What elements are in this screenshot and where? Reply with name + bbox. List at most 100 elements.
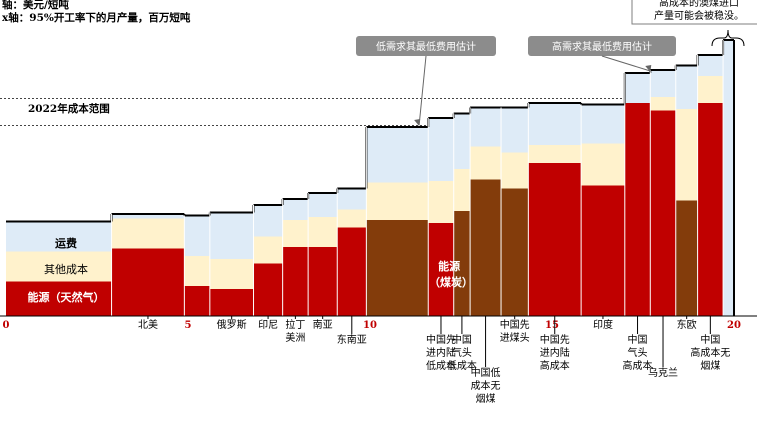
category-label-14: 印度	[593, 318, 613, 331]
bar-14-other	[581, 143, 625, 186]
x-tick-label-3: 15	[545, 320, 559, 331]
bar-1-other	[111, 218, 185, 249]
category-label-15: 中国气头高成本	[623, 333, 653, 372]
bar-10-freight	[453, 113, 471, 169]
bar-15-freight	[624, 73, 651, 103]
category-label-12: 中国先进煤头	[500, 318, 530, 344]
bar-7-freight	[337, 188, 367, 210]
bar-1-freight	[111, 214, 185, 219]
category-label-4: 印尼	[258, 319, 278, 331]
category-label-13: 中国先进内陆高成本	[540, 333, 570, 372]
bar-9-freight	[428, 118, 454, 181]
bar-4-energy	[253, 263, 283, 316]
bar-16-freight	[650, 70, 676, 97]
category-label-10: 中国气头低成本	[447, 333, 477, 372]
bar-16-other	[650, 97, 676, 111]
bar-17-other	[675, 109, 698, 201]
bar-6-energy	[308, 247, 338, 316]
bar-17-freight	[675, 65, 698, 109]
bar-17-energy	[675, 200, 698, 316]
bar-13-freight	[528, 103, 582, 145]
callout-text-1: 高需求其最低费用估计	[552, 40, 652, 53]
callout-arrow-1	[601, 55, 651, 72]
bar-13-other	[528, 145, 582, 163]
bar-4-freight	[253, 205, 283, 237]
bar-12-other	[501, 152, 529, 189]
header-line-2: x轴：95%开工率下的月产量，百万短吨	[2, 11, 191, 24]
category-label-16: 乌克兰	[648, 366, 678, 379]
range-label: 2022年成本范围	[28, 102, 110, 115]
category-label-18: 中国高成本无烟煤	[690, 333, 730, 372]
bar-13-energy	[528, 163, 582, 316]
x-tick-label-2: 10	[363, 320, 377, 331]
bar-9-energy	[428, 223, 454, 316]
bar-1-energy	[111, 248, 185, 316]
bar-6-freight	[308, 193, 338, 217]
category-label-7: 东南亚	[337, 333, 367, 346]
callouts: 低需求其最低费用估计 高需求其最低费用估计	[356, 36, 676, 126]
bar-5-other	[282, 220, 309, 247]
x-tick-label-4: 20	[727, 320, 741, 331]
bar-11-energy	[470, 179, 502, 316]
bar-18-freight	[697, 55, 724, 76]
note-brace	[711, 29, 745, 47]
category-label-6: 南亚	[313, 318, 333, 331]
bar-10-other	[453, 169, 471, 211]
bar-8-energy	[366, 220, 429, 316]
bar-11-freight	[470, 107, 502, 147]
category-label-11: 中国低成本无烟煤	[471, 366, 501, 405]
category-label-17: 东欧	[677, 318, 697, 331]
callout-box-0	[356, 36, 496, 56]
category-label-3: 俄罗斯	[217, 318, 247, 331]
bar-0-freight	[6, 221, 112, 252]
x-tick-label-1: 5	[185, 320, 192, 331]
callout-box-1	[528, 36, 676, 56]
bar-8-other	[366, 182, 429, 220]
cost-curve-bars	[6, 39, 735, 316]
category-label-9: 中国先进内陆低成本	[426, 333, 456, 372]
bar-19-freight	[723, 40, 734, 316]
bar-3-other	[209, 259, 254, 289]
bar-14-energy	[581, 185, 625, 316]
bar-2-other	[184, 256, 210, 286]
callout-arrowhead-1	[645, 65, 652, 72]
bar-7-energy	[337, 227, 367, 316]
note-box: 高成本的澳煤进口 产量可能会被稳没。	[631, 0, 757, 47]
bar-3-freight	[209, 212, 254, 259]
bar-18-energy	[697, 103, 724, 316]
label-freight: 运费	[55, 236, 77, 250]
bar-16-energy	[650, 110, 676, 316]
callout-text-0: 低需求其最低费用估计	[376, 40, 476, 53]
note-line-1: 高成本的澳煤进口	[659, 0, 739, 9]
bar-5-energy	[282, 247, 309, 316]
category-label-5: 拉丁美洲	[285, 318, 305, 344]
callout-arrowhead-0	[414, 119, 421, 126]
bar-2-freight	[184, 215, 210, 256]
callout-arrow-0	[418, 55, 427, 126]
bar-0-energy	[6, 281, 112, 316]
bar-9-other	[428, 181, 454, 223]
bar-6-other	[308, 217, 338, 247]
x-tick-label-0: 0	[3, 320, 10, 331]
bar-5-freight	[282, 199, 309, 220]
category-label-1: 北美	[138, 318, 158, 331]
header-line-1: 轴：美元/短吨	[2, 0, 69, 11]
note-line-2: 产量可能会被稳没。	[654, 9, 744, 22]
bar-0-other	[6, 251, 112, 282]
bar-11-other	[470, 146, 502, 180]
bar-2-energy	[184, 286, 210, 316]
bar-7-other	[337, 209, 367, 228]
bar-10-energy	[453, 211, 471, 316]
bar-4-other	[253, 236, 283, 264]
bar-18-other	[697, 76, 724, 103]
bar-12-freight	[501, 107, 529, 153]
label-energy-coal: 能源 （煤炭）	[429, 259, 473, 289]
bar-8-freight	[366, 127, 429, 183]
bar-14-freight	[581, 104, 625, 144]
label-energy-gas: 能源（天然气）	[28, 290, 105, 304]
label-other-cost: 其他成本	[44, 262, 88, 276]
bar-15-energy	[624, 103, 651, 316]
bar-12-energy	[501, 188, 529, 316]
